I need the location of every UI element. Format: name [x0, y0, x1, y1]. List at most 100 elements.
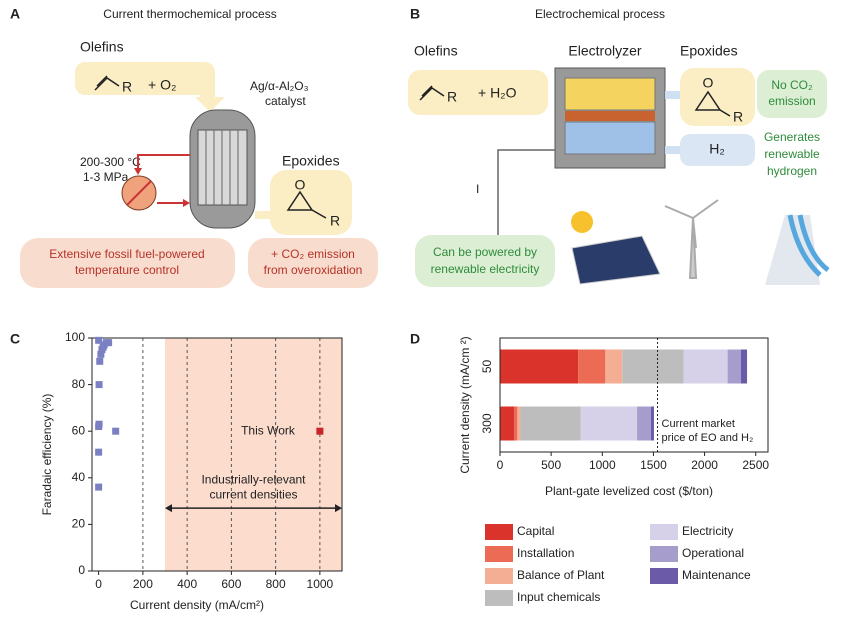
panel-a: A Current thermochemical process Olefins…	[10, 6, 378, 288]
panel-label: A	[10, 6, 20, 22]
olefin-bond	[96, 75, 108, 87]
note: temperature control	[75, 263, 179, 277]
reactant-label: Olefins	[80, 39, 124, 55]
y-tick-label: 100	[65, 330, 85, 344]
bar-segment	[683, 349, 728, 384]
bar-segment	[622, 349, 684, 384]
hydrogen-note: Generates	[764, 130, 820, 144]
wind-turbine	[664, 199, 719, 279]
bar-segment	[578, 349, 606, 384]
x-tick-label: 0	[95, 577, 102, 591]
current-label: I	[476, 182, 479, 196]
power-box	[415, 235, 555, 287]
reactant-r: R	[122, 79, 132, 95]
product-r: R	[330, 213, 340, 229]
legend-swatch	[650, 568, 678, 584]
catalyst-label: catalyst	[265, 94, 306, 108]
bar-segment	[514, 406, 518, 441]
bar-segment	[605, 349, 623, 384]
y-tick-label: 80	[72, 377, 86, 391]
reactant-box	[408, 70, 548, 115]
solar-panel	[571, 235, 661, 285]
legend-swatch	[485, 568, 513, 584]
point	[95, 336, 103, 344]
legend-label: Operational	[682, 546, 744, 560]
cathode-layer	[564, 121, 656, 155]
point	[112, 427, 120, 435]
legend-swatch	[650, 546, 678, 562]
reference-label: price of EO and H₂	[662, 432, 754, 444]
y-tick-label: 40	[72, 470, 86, 484]
anode-layer	[564, 77, 656, 111]
conditions: 200-300 °C	[80, 155, 141, 169]
note: from overoxidation	[264, 263, 363, 277]
sun	[571, 211, 593, 233]
product-o: O	[295, 177, 306, 193]
note-box	[20, 238, 235, 288]
product-label: Epoxides	[680, 43, 738, 59]
flow-arrow	[665, 91, 680, 154]
y-tick-label: 0	[78, 563, 85, 577]
hydrogen-note: hydrogen	[767, 164, 817, 178]
panel-b: B Electrochemical process Olefins R + H₂…	[408, 6, 830, 287]
hydrogen-note: renewable	[764, 147, 820, 161]
region-label: Industrially-relevant	[201, 472, 306, 486]
legend-label: Electricity	[682, 524, 733, 538]
region	[165, 338, 342, 571]
x-tick-label: 0	[497, 458, 504, 472]
epoxide-bond	[311, 209, 327, 219]
x-axis-label: Plant-gate levelized cost ($/ton)	[545, 484, 713, 498]
reactant-box	[75, 62, 225, 112]
bar-segment	[740, 349, 748, 384]
x-tick-label: 2000	[691, 458, 718, 472]
y-tick-label: 300	[480, 413, 494, 433]
olefin-bond	[94, 77, 120, 91]
note: Extensive fossil fuel-powered	[49, 247, 204, 261]
arrow-head	[134, 168, 190, 207]
x-tick-label: 1500	[640, 458, 667, 472]
legend-swatch	[650, 524, 678, 540]
note: + CO₂ emission	[271, 247, 355, 261]
region-label: current densities	[209, 487, 297, 501]
bar-segment	[520, 406, 581, 441]
y-tick-label: 60	[72, 423, 86, 437]
bar-segment	[727, 349, 741, 384]
legend-label: Installation	[517, 546, 574, 560]
electrolyzer-label: Electrolyzer	[568, 43, 641, 59]
product-box	[680, 68, 755, 126]
plot-frame	[91, 337, 343, 572]
product-r: R	[733, 109, 743, 125]
x-tick-label: 400	[177, 577, 197, 591]
plot-frame	[499, 337, 769, 453]
h2-box	[680, 134, 755, 166]
heat-line	[137, 154, 190, 204]
water	[787, 214, 830, 277]
conditions: 1-3 MPa	[83, 170, 129, 184]
x-tick-label: 200	[133, 577, 153, 591]
product-o: O	[703, 75, 714, 91]
legend-label: Maintenance	[682, 568, 751, 582]
point	[316, 427, 324, 435]
bar-segment	[637, 406, 651, 441]
reactant-r: R	[447, 89, 457, 105]
product-label: Epoxides	[282, 153, 340, 169]
x-tick-label: 2500	[742, 458, 769, 472]
y-tick-label: 50	[480, 360, 494, 374]
point	[96, 357, 104, 365]
x-tick-label: 1000	[307, 577, 334, 591]
y-axis-label: Current density (mA/cm ²)	[458, 336, 472, 473]
legend-swatch	[485, 524, 513, 540]
circuit	[497, 149, 555, 235]
bar-segment	[500, 406, 515, 441]
heater-arrow	[126, 180, 152, 206]
panel-label: B	[410, 6, 420, 22]
legend-label: Balance of Plant	[517, 568, 605, 582]
membrane	[565, 111, 655, 121]
catalyst-label: Ag/α-Al₂O₃	[250, 79, 309, 93]
olefin-bond	[419, 85, 445, 101]
bar-segment	[580, 406, 638, 441]
x-tick-label: 600	[221, 577, 241, 591]
reactor-tubes	[205, 130, 239, 205]
bar-segment	[500, 349, 579, 384]
